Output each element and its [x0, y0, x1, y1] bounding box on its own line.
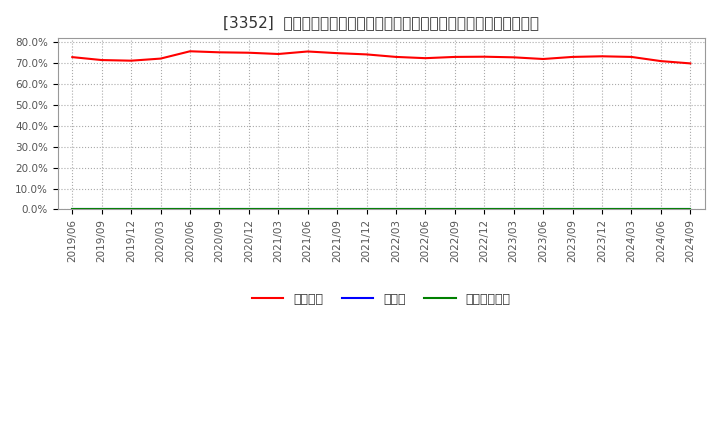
- 自己資本: [186, 49, 194, 54]
- 自己資本: [686, 61, 695, 66]
- 自己資本: [362, 52, 371, 57]
- 繰延税金資産: [215, 207, 224, 212]
- 自己資本: [274, 51, 283, 57]
- 繰延税金資産: [333, 207, 341, 212]
- 自己資本: [68, 55, 76, 60]
- のれん: [657, 207, 665, 212]
- Title: [3352]  自己資本、のれん、繰延税金資産の総資産に対する比率の推移: [3352] 自己資本、のれん、繰延税金資産の総資産に対する比率の推移: [223, 15, 539, 30]
- のれん: [245, 207, 253, 212]
- 繰延税金資産: [598, 207, 606, 212]
- のれん: [627, 207, 636, 212]
- 繰延税金資産: [480, 207, 489, 212]
- 繰延税金資産: [627, 207, 636, 212]
- 繰延税金資産: [186, 207, 194, 212]
- Legend: 自己資本, のれん, 繰延税金資産: 自己資本, のれん, 繰延税金資産: [247, 288, 516, 311]
- 繰延税金資産: [686, 207, 695, 212]
- 繰延税金資産: [362, 207, 371, 212]
- 自己資本: [156, 56, 165, 61]
- 繰延税金資産: [421, 207, 430, 212]
- 繰延税金資産: [510, 207, 518, 212]
- のれん: [510, 207, 518, 212]
- のれん: [156, 207, 165, 212]
- 繰延税金資産: [392, 207, 400, 212]
- のれん: [392, 207, 400, 212]
- 自己資本: [451, 54, 459, 59]
- 繰延税金資産: [303, 207, 312, 212]
- 自己資本: [333, 51, 341, 56]
- のれん: [274, 207, 283, 212]
- 繰延税金資産: [539, 207, 547, 212]
- のれん: [362, 207, 371, 212]
- 自己資本: [303, 49, 312, 54]
- 繰延税金資産: [68, 207, 76, 212]
- 自己資本: [392, 54, 400, 59]
- のれん: [68, 207, 76, 212]
- 自己資本: [215, 50, 224, 55]
- 自己資本: [127, 58, 135, 63]
- 繰延税金資産: [451, 207, 459, 212]
- 自己資本: [627, 54, 636, 59]
- のれん: [303, 207, 312, 212]
- のれん: [333, 207, 341, 212]
- 自己資本: [97, 57, 106, 62]
- 繰延税金資産: [97, 207, 106, 212]
- のれん: [568, 207, 577, 212]
- のれん: [451, 207, 459, 212]
- のれん: [686, 207, 695, 212]
- 自己資本: [510, 55, 518, 60]
- のれん: [215, 207, 224, 212]
- 繰延税金資産: [245, 207, 253, 212]
- のれん: [598, 207, 606, 212]
- 自己資本: [245, 50, 253, 55]
- 繰延税金資産: [657, 207, 665, 212]
- 自己資本: [568, 54, 577, 59]
- のれん: [97, 207, 106, 212]
- 自己資本: [480, 54, 489, 59]
- 繰延税金資産: [274, 207, 283, 212]
- のれん: [539, 207, 547, 212]
- Line: 自己資本: 自己資本: [72, 51, 690, 63]
- 繰延税金資産: [568, 207, 577, 212]
- 繰延税金資産: [127, 207, 135, 212]
- のれん: [421, 207, 430, 212]
- のれん: [480, 207, 489, 212]
- 繰延税金資産: [156, 207, 165, 212]
- 自己資本: [421, 55, 430, 61]
- 自己資本: [539, 56, 547, 62]
- 自己資本: [657, 59, 665, 64]
- のれん: [186, 207, 194, 212]
- 自己資本: [598, 54, 606, 59]
- のれん: [127, 207, 135, 212]
